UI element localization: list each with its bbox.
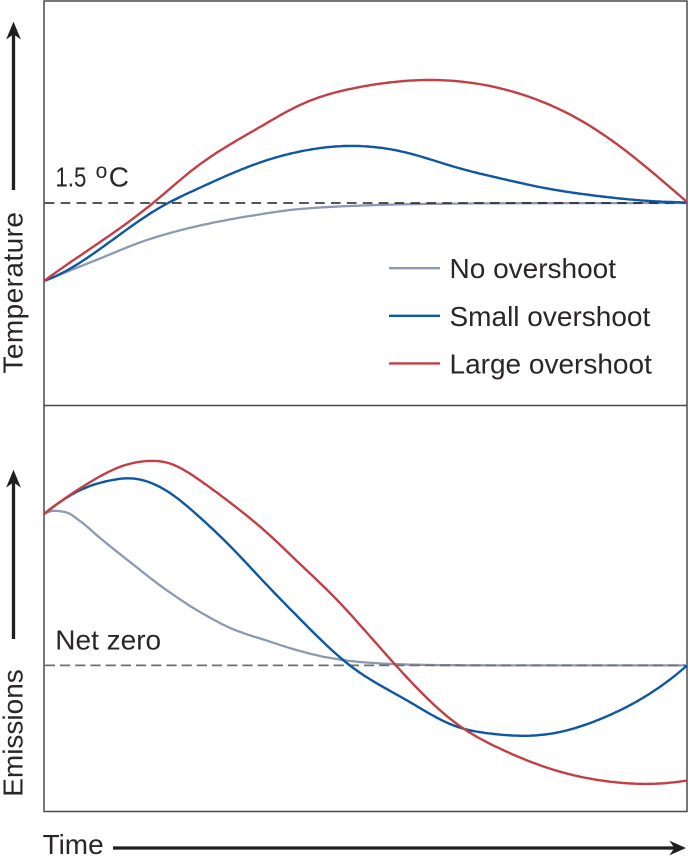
svg-text:Small overshoot: Small overshoot: [450, 301, 651, 332]
svg-text:Temperature: Temperature: [0, 212, 29, 374]
svg-text:Time: Time: [43, 829, 104, 856]
svg-text:No overshoot: No overshoot: [450, 253, 617, 284]
svg-text:Net zero: Net zero: [55, 625, 161, 656]
svg-text:C: C: [109, 162, 129, 193]
svg-text:1.5: 1.5: [55, 162, 86, 193]
svg-text:Emissions: Emissions: [0, 669, 29, 797]
svg-text:Large overshoot: Large overshoot: [450, 348, 653, 379]
svg-text:o: o: [96, 160, 108, 183]
